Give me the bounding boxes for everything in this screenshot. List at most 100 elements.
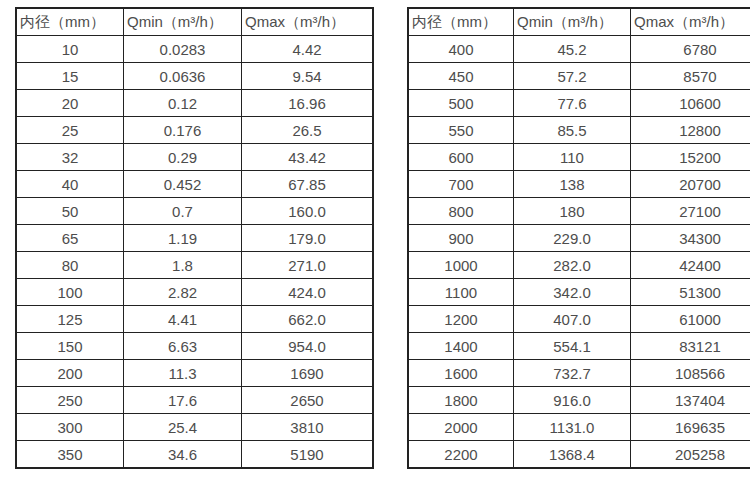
table-cell: 25 bbox=[16, 117, 124, 144]
table-cell: 0.176 bbox=[124, 117, 242, 144]
table-cell: 43.42 bbox=[242, 144, 374, 171]
table-cell: 1200 bbox=[408, 306, 514, 333]
table-cell: 205258 bbox=[631, 441, 750, 469]
table-row: 200.1216.96 bbox=[16, 90, 373, 117]
table-cell: 169635 bbox=[631, 414, 750, 441]
table-cell: 450 bbox=[408, 63, 514, 90]
table-cell: 1131.0 bbox=[514, 414, 631, 441]
table-cell: 400 bbox=[408, 36, 514, 63]
table-cell: 2000 bbox=[408, 414, 514, 441]
table-cell: 1400 bbox=[408, 333, 514, 360]
table-row: 900229.034300 bbox=[408, 225, 750, 252]
table-row: 100.02834.42 bbox=[16, 36, 373, 63]
table-cell: 200 bbox=[16, 360, 124, 387]
table-cell: 1000 bbox=[408, 252, 514, 279]
table-cell: 25.4 bbox=[124, 414, 242, 441]
table-cell: 1368.4 bbox=[514, 441, 631, 469]
table-cell: 662.0 bbox=[242, 306, 374, 333]
table-cell: 600 bbox=[408, 144, 514, 171]
table-cell: 15 bbox=[16, 63, 124, 90]
table-cell: 229.0 bbox=[514, 225, 631, 252]
table-row: 20011.31690 bbox=[16, 360, 373, 387]
table-cell: 800 bbox=[408, 198, 514, 225]
table-cell: 5190 bbox=[242, 441, 374, 469]
column-header: Qmax（m³/h） bbox=[631, 8, 750, 36]
table-row: 1400554.183121 bbox=[408, 333, 750, 360]
table-cell: 300 bbox=[16, 414, 124, 441]
table-cell: 32 bbox=[16, 144, 124, 171]
table-row: 1800916.0137404 bbox=[408, 387, 750, 414]
table-row: 20001131.0169635 bbox=[408, 414, 750, 441]
table-cell: 15200 bbox=[631, 144, 750, 171]
table-cell: 138 bbox=[514, 171, 631, 198]
table-cell: 350 bbox=[16, 441, 124, 469]
table-cell: 0.7 bbox=[124, 198, 242, 225]
table-cell: 10 bbox=[16, 36, 124, 63]
table-cell: 700 bbox=[408, 171, 514, 198]
table-row: 60011015200 bbox=[408, 144, 750, 171]
table-cell: 160.0 bbox=[242, 198, 374, 225]
table-row: 150.06369.54 bbox=[16, 63, 373, 90]
table-row: 1506.63954.0 bbox=[16, 333, 373, 360]
table-cell: 1.19 bbox=[124, 225, 242, 252]
column-header: Qmax（m³/h） bbox=[242, 8, 374, 36]
table-cell: 100 bbox=[16, 279, 124, 306]
table-cell: 20 bbox=[16, 90, 124, 117]
flow-spec-table-right: 内径（mm）Qmin（m³/h）Qmax（m³/h） 40045.26780 450… bbox=[407, 7, 750, 469]
table-cell: 85.5 bbox=[514, 117, 631, 144]
table-row: 651.19179.0 bbox=[16, 225, 373, 252]
table-cell: 80 bbox=[16, 252, 124, 279]
table-cell: 34.6 bbox=[124, 441, 242, 469]
table-cell: 20700 bbox=[631, 171, 750, 198]
page-body: 内径（mm）Qmin（m³/h）Qmax（m³/h）100.02834.4215… bbox=[0, 0, 750, 469]
table-cell: 4.41 bbox=[124, 306, 242, 333]
table-row: 1002.82424.0 bbox=[16, 279, 373, 306]
header-row: 内径（mm）Qmin（m³/h）Qmax（m³/h） bbox=[16, 8, 373, 36]
table-cell: 83121 bbox=[631, 333, 750, 360]
table-cell: 179.0 bbox=[242, 225, 374, 252]
table-cell: 77.6 bbox=[514, 90, 631, 117]
table-cell: 407.0 bbox=[514, 306, 631, 333]
table-cell: 17.6 bbox=[124, 387, 242, 414]
column-header: 内径（mm） bbox=[408, 8, 514, 36]
table-row: 55085.512800 bbox=[408, 117, 750, 144]
table-cell: 3810 bbox=[242, 414, 374, 441]
table-cell: 57.2 bbox=[514, 63, 631, 90]
table-row: 80018027100 bbox=[408, 198, 750, 225]
table-row: 500.7160.0 bbox=[16, 198, 373, 225]
column-header: 内径（mm） bbox=[16, 8, 124, 36]
table-cell: 65 bbox=[16, 225, 124, 252]
table-row: 1600732.7108566 bbox=[408, 360, 750, 387]
table-cell: 45.2 bbox=[514, 36, 631, 63]
table-row: 1254.41662.0 bbox=[16, 306, 373, 333]
table-cell: 900 bbox=[408, 225, 514, 252]
table-cell: 137404 bbox=[631, 387, 750, 414]
table-row: 22001368.4205258 bbox=[408, 441, 750, 469]
table-cell: 40 bbox=[16, 171, 124, 198]
table-cell: 0.452 bbox=[124, 171, 242, 198]
table-cell: 4.42 bbox=[242, 36, 374, 63]
table-cell: 916.0 bbox=[514, 387, 631, 414]
table-cell: 954.0 bbox=[242, 333, 374, 360]
table-cell: 1690 bbox=[242, 360, 374, 387]
table-cell: 6.63 bbox=[124, 333, 242, 360]
table-cell: 1.8 bbox=[124, 252, 242, 279]
table-cell: 6780 bbox=[631, 36, 750, 63]
table-row: 400.45267.85 bbox=[16, 171, 373, 198]
table-cell: 110 bbox=[514, 144, 631, 171]
table-cell: 125 bbox=[16, 306, 124, 333]
table-cell: 282.0 bbox=[514, 252, 631, 279]
table-cell: 12800 bbox=[631, 117, 750, 144]
table-cell: 732.7 bbox=[514, 360, 631, 387]
column-header: Qmin（m³/h） bbox=[514, 8, 631, 36]
table-row: 70013820700 bbox=[408, 171, 750, 198]
table-row: 250.17626.5 bbox=[16, 117, 373, 144]
table-cell: 271.0 bbox=[242, 252, 374, 279]
table-cell: 500 bbox=[408, 90, 514, 117]
table-cell: 0.0283 bbox=[124, 36, 242, 63]
table-cell: 424.0 bbox=[242, 279, 374, 306]
table-row: 1000282.042400 bbox=[408, 252, 750, 279]
table-cell: 2.82 bbox=[124, 279, 242, 306]
table-cell: 51300 bbox=[631, 279, 750, 306]
table-cell: 554.1 bbox=[514, 333, 631, 360]
